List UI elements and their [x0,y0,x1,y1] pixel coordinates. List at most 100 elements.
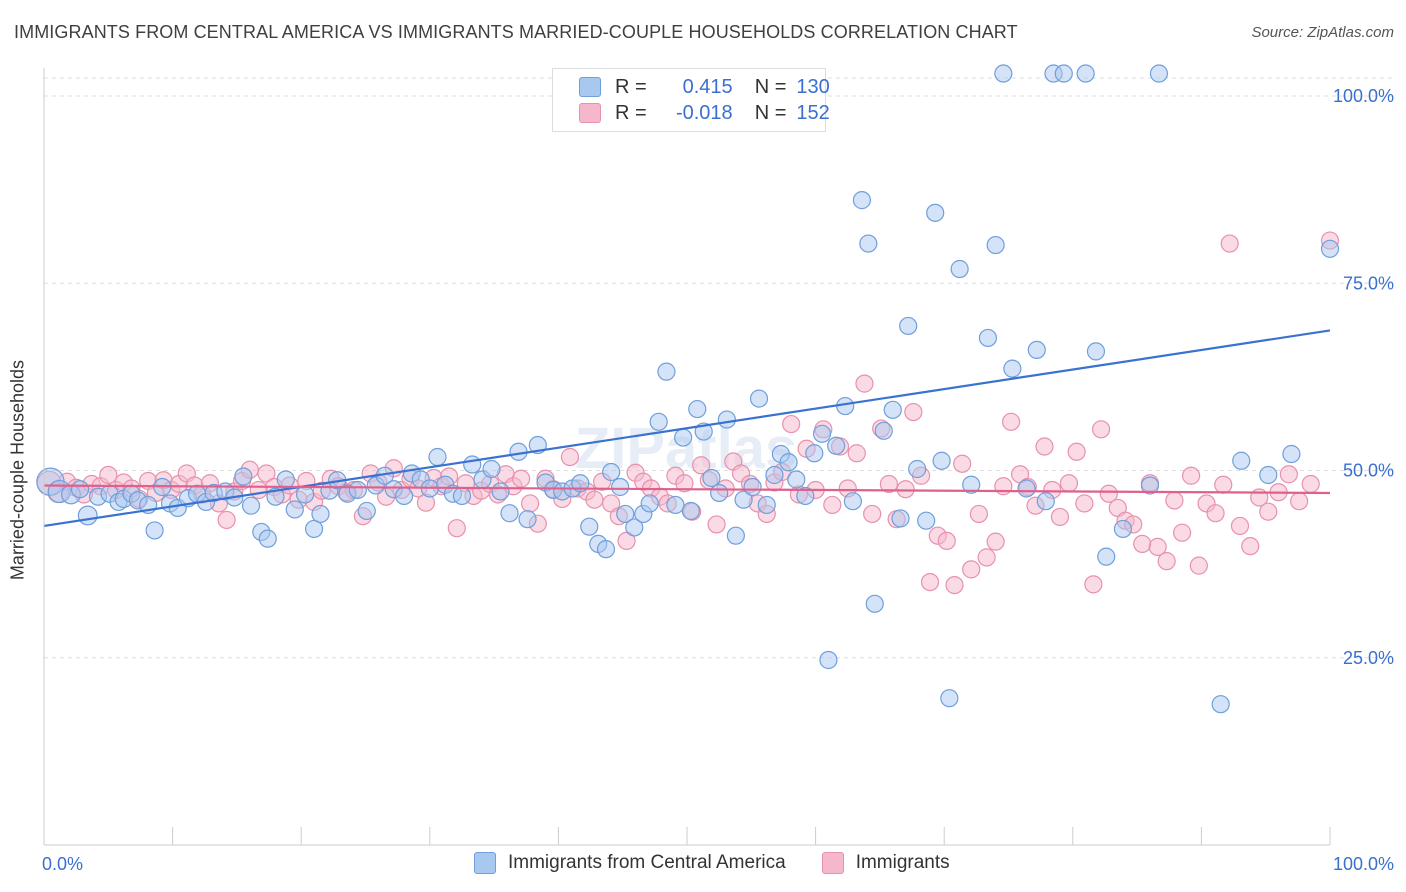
point-central-america [1113,519,1133,539]
legend-n-value: 130 [796,75,830,98]
point-central-america [1259,465,1278,485]
legend-r-value: -0.018 [675,101,733,124]
point-central-america [917,511,936,530]
point-central-america [1076,64,1095,83]
point-central-america [1282,444,1301,464]
point-immigrants [692,456,711,475]
x-tick-label: 100.0% [1333,854,1394,874]
point-central-america [1232,451,1251,470]
point-central-america [596,540,616,559]
point-central-america [580,517,599,536]
point-central-america [241,496,261,515]
chart-title: IMMIGRANTS FROM CENTRAL AMERICA VS IMMIG… [14,22,1018,42]
point-central-america [891,509,910,528]
trend-line-central-america [43,329,1331,528]
point-immigrants [1173,523,1192,542]
point-immigrants [512,469,531,488]
legend-r-label: R = [615,101,647,124]
point-immigrants [823,495,842,515]
point-central-america [805,444,824,463]
point-central-america [812,424,832,443]
legend-swatch-pink [821,852,844,874]
point-immigrants [1301,474,1320,494]
point-central-america [640,494,659,513]
point-central-america [357,501,376,521]
gridlines [44,77,1392,659]
point-immigrants [920,573,940,592]
point-central-america [796,486,815,506]
point-central-america [258,529,277,548]
point-central-america [625,518,644,537]
point-central-america [491,482,510,501]
point-central-america [394,486,414,506]
point-central-america [994,64,1013,83]
legend-row-central-america: R = 0.415 N = 130 [579,75,830,99]
point-immigrants [969,504,989,524]
point-central-america [859,234,878,253]
point-immigrants [585,490,604,509]
legend-swatch-pink [579,103,601,123]
point-immigrants [1165,491,1184,510]
point-central-america [883,400,902,419]
axes: 25.0% 50.0% 75.0% 100.0% 0.0% 100.0% [42,68,1394,874]
point-central-america [1054,64,1073,83]
point-central-america [276,470,295,489]
point-central-america [482,459,501,479]
legend-series-central-america: Immigrants from Central America [508,852,786,873]
x-tick-label: 0.0% [42,854,83,874]
point-immigrants [1230,516,1250,536]
point-central-america [674,428,693,447]
point-central-america [1211,695,1230,714]
legend-r-value: 0.415 [682,75,733,98]
point-central-america [657,362,676,381]
point-immigrants [675,474,694,493]
y-tick-label: 75.0% [1343,273,1394,293]
series-legend: Immigrants from Central America Immigran… [474,852,950,874]
point-central-america [1036,492,1055,511]
point-central-america [311,504,330,524]
point-immigrants [904,402,923,422]
point-central-america [145,521,164,540]
legend-row-immigrants: R = -0.018 N = 152 [579,101,830,125]
point-central-america [1086,342,1106,361]
point-immigrants [937,531,956,551]
source-label: Source: ZipAtlas.com [1251,24,1394,41]
point-immigrants [1133,534,1152,554]
point-central-america [899,316,918,336]
point-central-america [726,526,745,545]
point-immigrants [879,474,899,494]
point-immigrants [1206,504,1225,523]
y-tick-label: 100.0% [1333,86,1394,106]
point-central-america [787,470,806,489]
point-central-america [986,235,1005,255]
point-central-america [932,451,951,470]
point-central-america [234,467,253,486]
point-immigrants [847,444,866,463]
point-central-america [926,203,945,222]
point-central-america [1003,359,1022,378]
point-immigrants [1290,492,1309,511]
point-immigrants [855,374,874,393]
point-central-america [710,483,729,503]
point-immigrants [99,465,118,485]
point-immigrants [782,414,801,434]
point-central-america [757,495,776,515]
point-immigrants [896,480,915,499]
point-central-america [428,447,447,467]
point-central-america [518,510,537,529]
point-immigrants [521,494,540,513]
point-central-america [843,492,862,511]
point-immigrants [1214,475,1233,494]
point-central-america [765,465,784,485]
legend-r-label: R = [615,75,647,98]
point-immigrants [953,454,972,473]
point-central-america [1017,479,1036,498]
point-central-america [1149,64,1169,83]
point-immigrants [1091,420,1111,439]
point-central-america [950,259,969,279]
point-central-america [1097,547,1116,566]
legend-swatch-blue [474,852,496,874]
point-immigrants [1050,507,1070,527]
point-central-america [978,328,998,348]
point-central-america [611,477,630,497]
